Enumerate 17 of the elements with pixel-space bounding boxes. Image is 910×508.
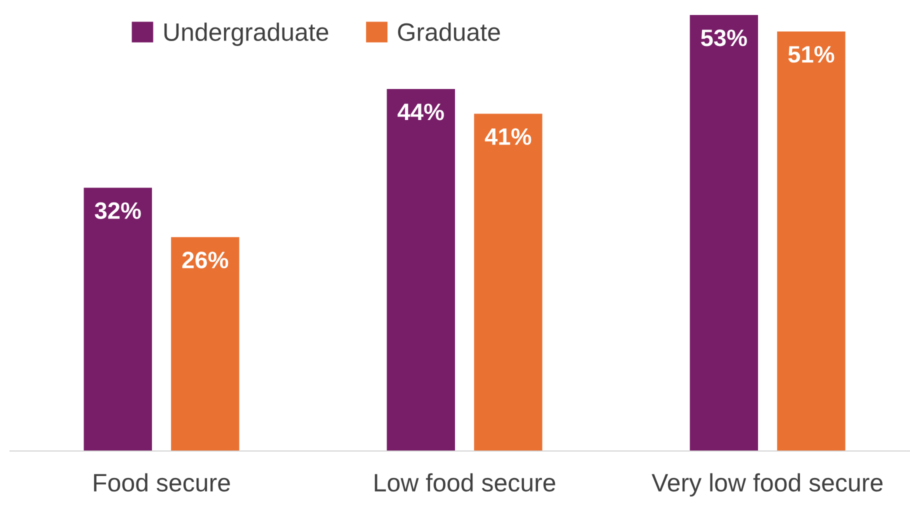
bar <box>386 89 455 451</box>
data-label: 32% <box>94 202 141 220</box>
bar <box>777 31 846 451</box>
bar <box>690 15 758 451</box>
bar <box>84 188 152 451</box>
bar <box>474 114 542 451</box>
legend-label: Graduate <box>398 22 500 41</box>
x-tick-label: Low food secure <box>374 473 556 492</box>
data-label: 26% <box>182 252 228 268</box>
data-label: 53% <box>701 30 747 46</box>
bar <box>171 237 240 451</box>
legend-label: Undergraduate <box>164 22 328 46</box>
x-tick-label: Very low food secure <box>652 473 883 497</box>
x-tick-label: Food secure <box>94 473 230 492</box>
data-label: 44% <box>398 104 444 120</box>
data-label: 51% <box>788 46 834 63</box>
data-label: 41% <box>484 128 532 145</box>
